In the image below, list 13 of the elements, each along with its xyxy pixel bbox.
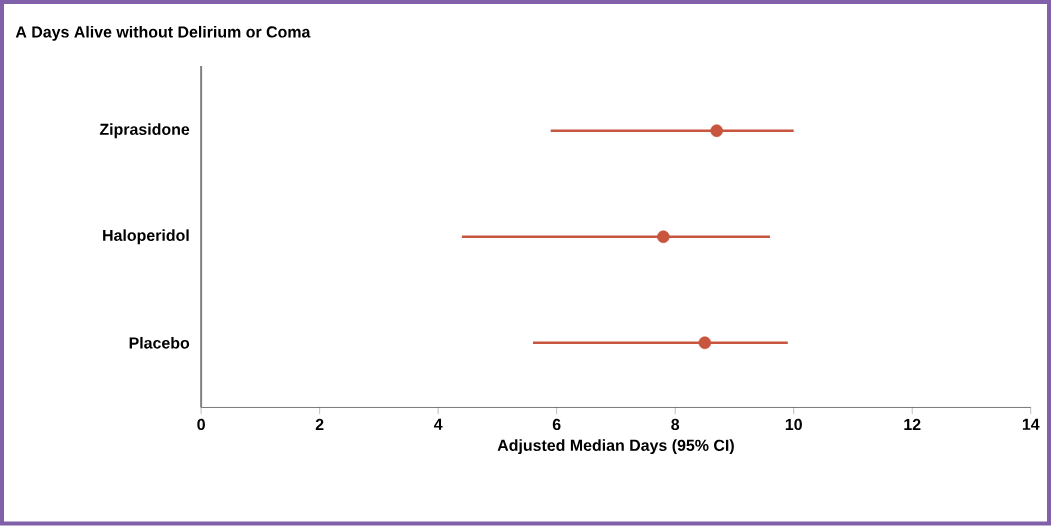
y-tick-label: Ziprasidone: [99, 123, 190, 139]
x-tick-label: 8: [671, 419, 680, 431]
x-tick-label: 4: [433, 419, 443, 431]
x-tick-label: 6: [552, 419, 561, 431]
y-tick-label: Placebo: [129, 337, 190, 349]
x-axis-title: Adjusted Median Days (95% CI): [497, 439, 734, 455]
x-tick-label: 2: [315, 419, 324, 431]
x-tick-label: 10: [785, 419, 802, 431]
x-tick-label: 12: [904, 419, 921, 431]
x-tick-label: 14: [1022, 419, 1040, 431]
y-tick-label: Haloperidol: [103, 229, 189, 245]
x-tick-label: 0: [197, 419, 205, 431]
chart-title: A Days Alive without Delirium or Coma: [15, 26, 311, 42]
